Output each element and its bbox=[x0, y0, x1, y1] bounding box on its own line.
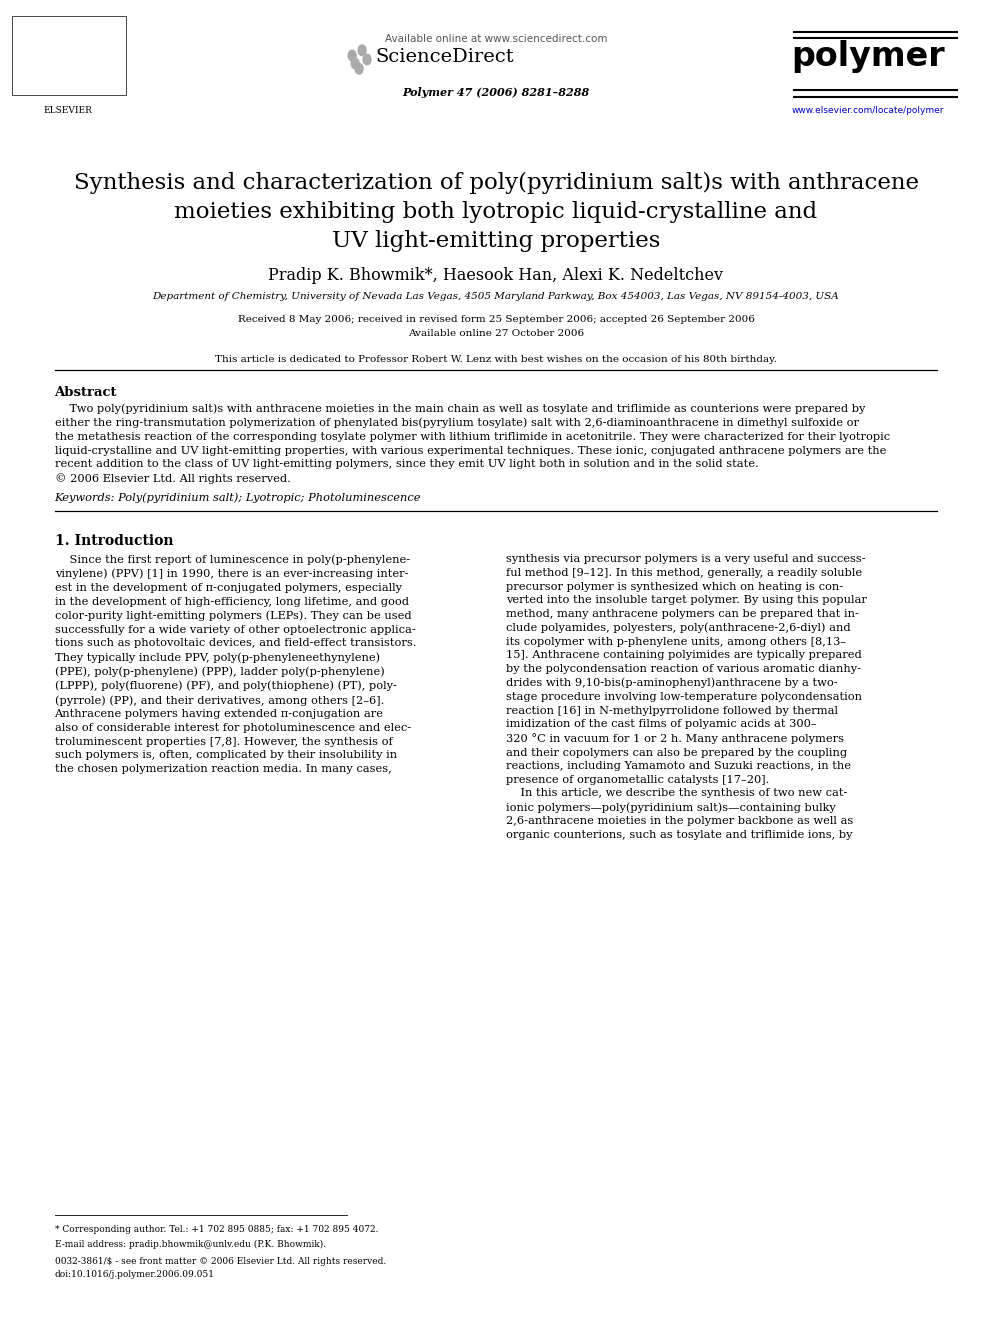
Text: Available online at www.sciencedirect.com: Available online at www.sciencedirect.co… bbox=[385, 34, 607, 45]
Text: doi:10.1016/j.polymer.2006.09.051: doi:10.1016/j.polymer.2006.09.051 bbox=[55, 1270, 214, 1279]
Circle shape bbox=[348, 50, 356, 61]
Circle shape bbox=[355, 64, 363, 74]
Text: Pradip K. Bhowmik*, Haesook Han, Alexi K. Nedeltchev: Pradip K. Bhowmik*, Haesook Han, Alexi K… bbox=[269, 267, 723, 284]
Text: E-mail address: pradip.bhowmik@unlv.edu (P.K. Bhowmik).: E-mail address: pradip.bhowmik@unlv.edu … bbox=[55, 1240, 325, 1249]
Text: Abstract: Abstract bbox=[55, 386, 117, 400]
Text: Two poly(pyridinium salt)s with anthracene moieties in the main chain as well as: Two poly(pyridinium salt)s with anthrace… bbox=[55, 404, 890, 484]
Circle shape bbox=[358, 45, 366, 56]
Text: * Corresponding author. Tel.: +1 702 895 0885; fax: +1 702 895 4072.: * Corresponding author. Tel.: +1 702 895… bbox=[55, 1225, 378, 1234]
Text: Keywords: Poly(pyridinium salt); Lyotropic; Photoluminescence: Keywords: Poly(pyridinium salt); Lyotrop… bbox=[55, 492, 421, 503]
Text: www.elsevier.com/locate/polymer: www.elsevier.com/locate/polymer bbox=[792, 106, 944, 115]
Circle shape bbox=[351, 58, 359, 69]
Text: Polymer 47 (2006) 8281–8288: Polymer 47 (2006) 8281–8288 bbox=[403, 87, 589, 98]
Text: Available online 27 October 2006: Available online 27 October 2006 bbox=[408, 329, 584, 339]
Text: Received 8 May 2006; received in revised form 25 September 2006; accepted 26 Sep: Received 8 May 2006; received in revised… bbox=[237, 315, 755, 324]
Text: Since the first report of luminescence in poly(p-phenylene-
vinylene) (PPV) [1] : Since the first report of luminescence i… bbox=[55, 554, 416, 774]
Text: 0032-3861/$ - see front matter © 2006 Elsevier Ltd. All rights reserved.: 0032-3861/$ - see front matter © 2006 El… bbox=[55, 1257, 386, 1266]
Circle shape bbox=[363, 54, 371, 65]
Text: ELSEVIER: ELSEVIER bbox=[43, 106, 92, 115]
Text: synthesis via precursor polymers is a very useful and success-
ful method [9–12]: synthesis via precursor polymers is a ve… bbox=[506, 554, 867, 840]
Text: polymer: polymer bbox=[792, 41, 944, 73]
Text: This article is dedicated to Professor Robert W. Lenz with best wishes on the oc: This article is dedicated to Professor R… bbox=[215, 355, 777, 364]
Text: 1. Introduction: 1. Introduction bbox=[55, 534, 173, 549]
Text: Department of Chemistry, University of Nevada Las Vegas, 4505 Maryland Parkway, : Department of Chemistry, University of N… bbox=[153, 292, 839, 302]
Text: ScienceDirect: ScienceDirect bbox=[375, 48, 514, 66]
Text: moieties exhibiting both lyotropic liquid-crystalline and: moieties exhibiting both lyotropic liqui… bbox=[175, 201, 817, 224]
Text: Synthesis and characterization of poly(pyridinium salt)s with anthracene: Synthesis and characterization of poly(p… bbox=[73, 172, 919, 194]
Text: UV light-emitting properties: UV light-emitting properties bbox=[331, 230, 661, 253]
